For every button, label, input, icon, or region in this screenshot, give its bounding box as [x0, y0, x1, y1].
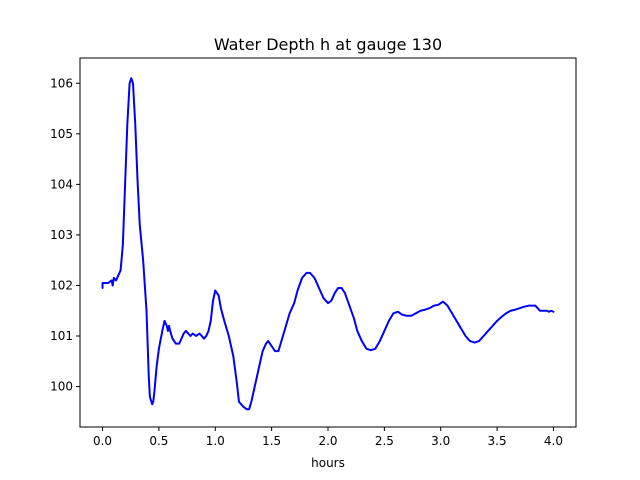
x-tick-label: 1.5: [262, 434, 281, 448]
chart-title: Water Depth h at gauge 130: [214, 35, 442, 54]
x-tick-label: 0.5: [149, 434, 168, 448]
y-tick-label: 101: [50, 329, 73, 343]
y-tick-label: 103: [50, 228, 73, 242]
x-tick-label: 2.0: [318, 434, 337, 448]
x-tick-label: 1.0: [206, 434, 225, 448]
y-tick-label: 102: [50, 278, 73, 292]
y-tick-label: 100: [50, 380, 73, 394]
y-tick-label: 106: [50, 76, 73, 90]
x-axis: 0.0 0.5 1.0 1.5 2.0 2.5 3.0 3.5 4.0: [93, 427, 563, 448]
x-tick-label: 3.0: [431, 434, 450, 448]
y-tick-label: 104: [50, 177, 73, 191]
y-axis: 100 101 102 103 104 105 106: [50, 76, 80, 394]
plot-area: [101, 77, 555, 411]
x-tick-label: 3.5: [488, 434, 507, 448]
series-line-water-depth: [101, 77, 555, 411]
x-tick-label: 0.0: [93, 434, 112, 448]
x-tick-label: 4.0: [544, 434, 563, 448]
x-tick-label: 2.5: [375, 434, 394, 448]
y-tick-label: 105: [50, 127, 73, 141]
x-axis-label: hours: [311, 456, 345, 470]
